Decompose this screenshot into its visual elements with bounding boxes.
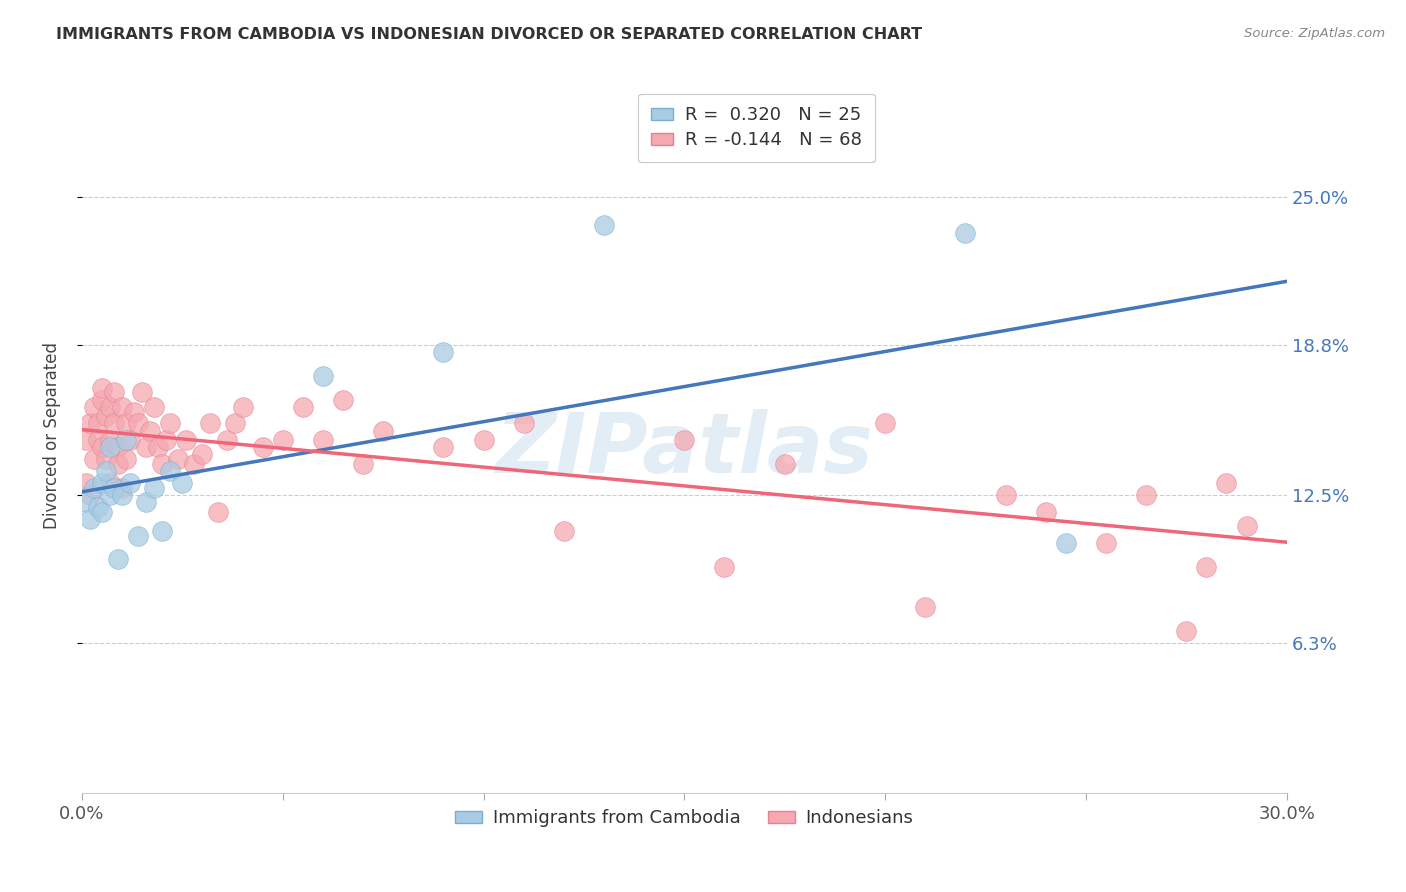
Point [91,381,114,395]
Point [115,417,138,431]
Point [103,481,125,495]
Point [87,417,110,431]
Point [1135,488,1157,502]
Point [332,392,354,407]
Point [91,392,114,407]
Point [75,495,97,509]
Point [271,433,294,447]
Point [91,476,114,491]
Point [111,488,134,502]
Point [352,457,374,471]
Text: IMMIGRANTS FROM CAMBODIA VS INDONESIAN DIVORCED OR SEPARATED CORRELATION CHART: IMMIGRANTS FROM CAMBODIA VS INDONESIAN D… [56,27,922,42]
Point [713,559,735,574]
Point [148,440,170,454]
Text: ZIPatlas: ZIPatlas [495,409,873,491]
Point [94,464,117,478]
Point [875,417,897,431]
Y-axis label: Divorced or Separated: Divorced or Separated [44,342,60,529]
Point [432,344,454,359]
Point [98,440,121,454]
Point [135,440,157,454]
Point [111,481,134,495]
Point [87,433,110,447]
Point [312,433,335,447]
Point [120,476,142,491]
Point [120,433,142,447]
Point [94,452,117,467]
Point [232,400,254,414]
Text: Source: ZipAtlas.com: Source: ZipAtlas.com [1244,27,1385,40]
Point [159,464,181,478]
Point [107,440,129,454]
Point [98,433,121,447]
Point [773,457,796,471]
Point [472,433,495,447]
Point [75,433,97,447]
Point [139,424,162,438]
Point [432,440,454,454]
Point [122,404,145,418]
Point [79,488,101,502]
Point [373,424,395,438]
Point [111,400,134,414]
Point [94,409,117,424]
Point [224,417,246,431]
Point [150,457,173,471]
Point [115,452,138,467]
Point [103,417,125,431]
Point [127,528,149,542]
Point [79,512,101,526]
Point [98,400,121,414]
Point [98,488,121,502]
Point [159,417,181,431]
Point [512,417,534,431]
Point [673,433,696,447]
Point [127,417,149,431]
Point [115,433,138,447]
Point [107,552,129,566]
Point [131,385,153,400]
Point [207,505,229,519]
Point [955,226,977,240]
Point [914,600,936,615]
Point [176,433,198,447]
Point [215,433,238,447]
Point [143,400,166,414]
Point [107,457,129,471]
Point [172,476,194,491]
Point [183,457,205,471]
Point [1215,476,1237,491]
Point [200,417,222,431]
Point [1236,519,1258,533]
Point [252,440,274,454]
Point [91,440,114,454]
Point [1035,505,1057,519]
Point [1095,535,1118,549]
Point [143,481,166,495]
Point [91,505,114,519]
Point [155,433,177,447]
Point [150,524,173,538]
Point [83,452,105,467]
Point [167,452,190,467]
Point [87,500,110,514]
Point [98,476,121,491]
Point [103,385,125,400]
Point [83,400,105,414]
Point [75,476,97,491]
Point [312,368,335,383]
Legend: Immigrants from Cambodia, Indonesians: Immigrants from Cambodia, Indonesians [449,802,921,834]
Point [553,524,575,538]
Point [291,400,314,414]
Point [994,488,1017,502]
Point [1195,559,1218,574]
Point [191,448,214,462]
Point [83,481,105,495]
Point [1054,535,1077,549]
Point [1175,624,1198,638]
Point [79,417,101,431]
Point [135,495,157,509]
Point [593,219,616,233]
